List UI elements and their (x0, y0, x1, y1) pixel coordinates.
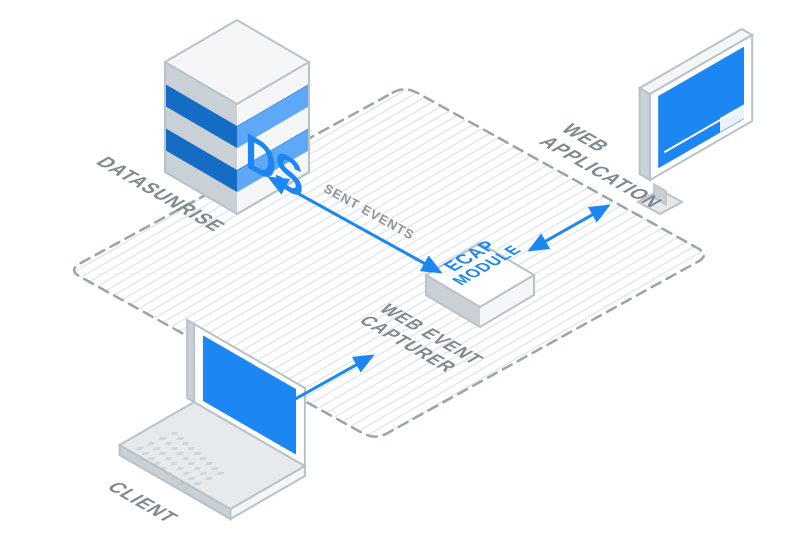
web-application-icon (638, 29, 752, 214)
datasunrise-server-icon: DS (165, 20, 309, 214)
client-label: CLIENT (101, 479, 183, 526)
